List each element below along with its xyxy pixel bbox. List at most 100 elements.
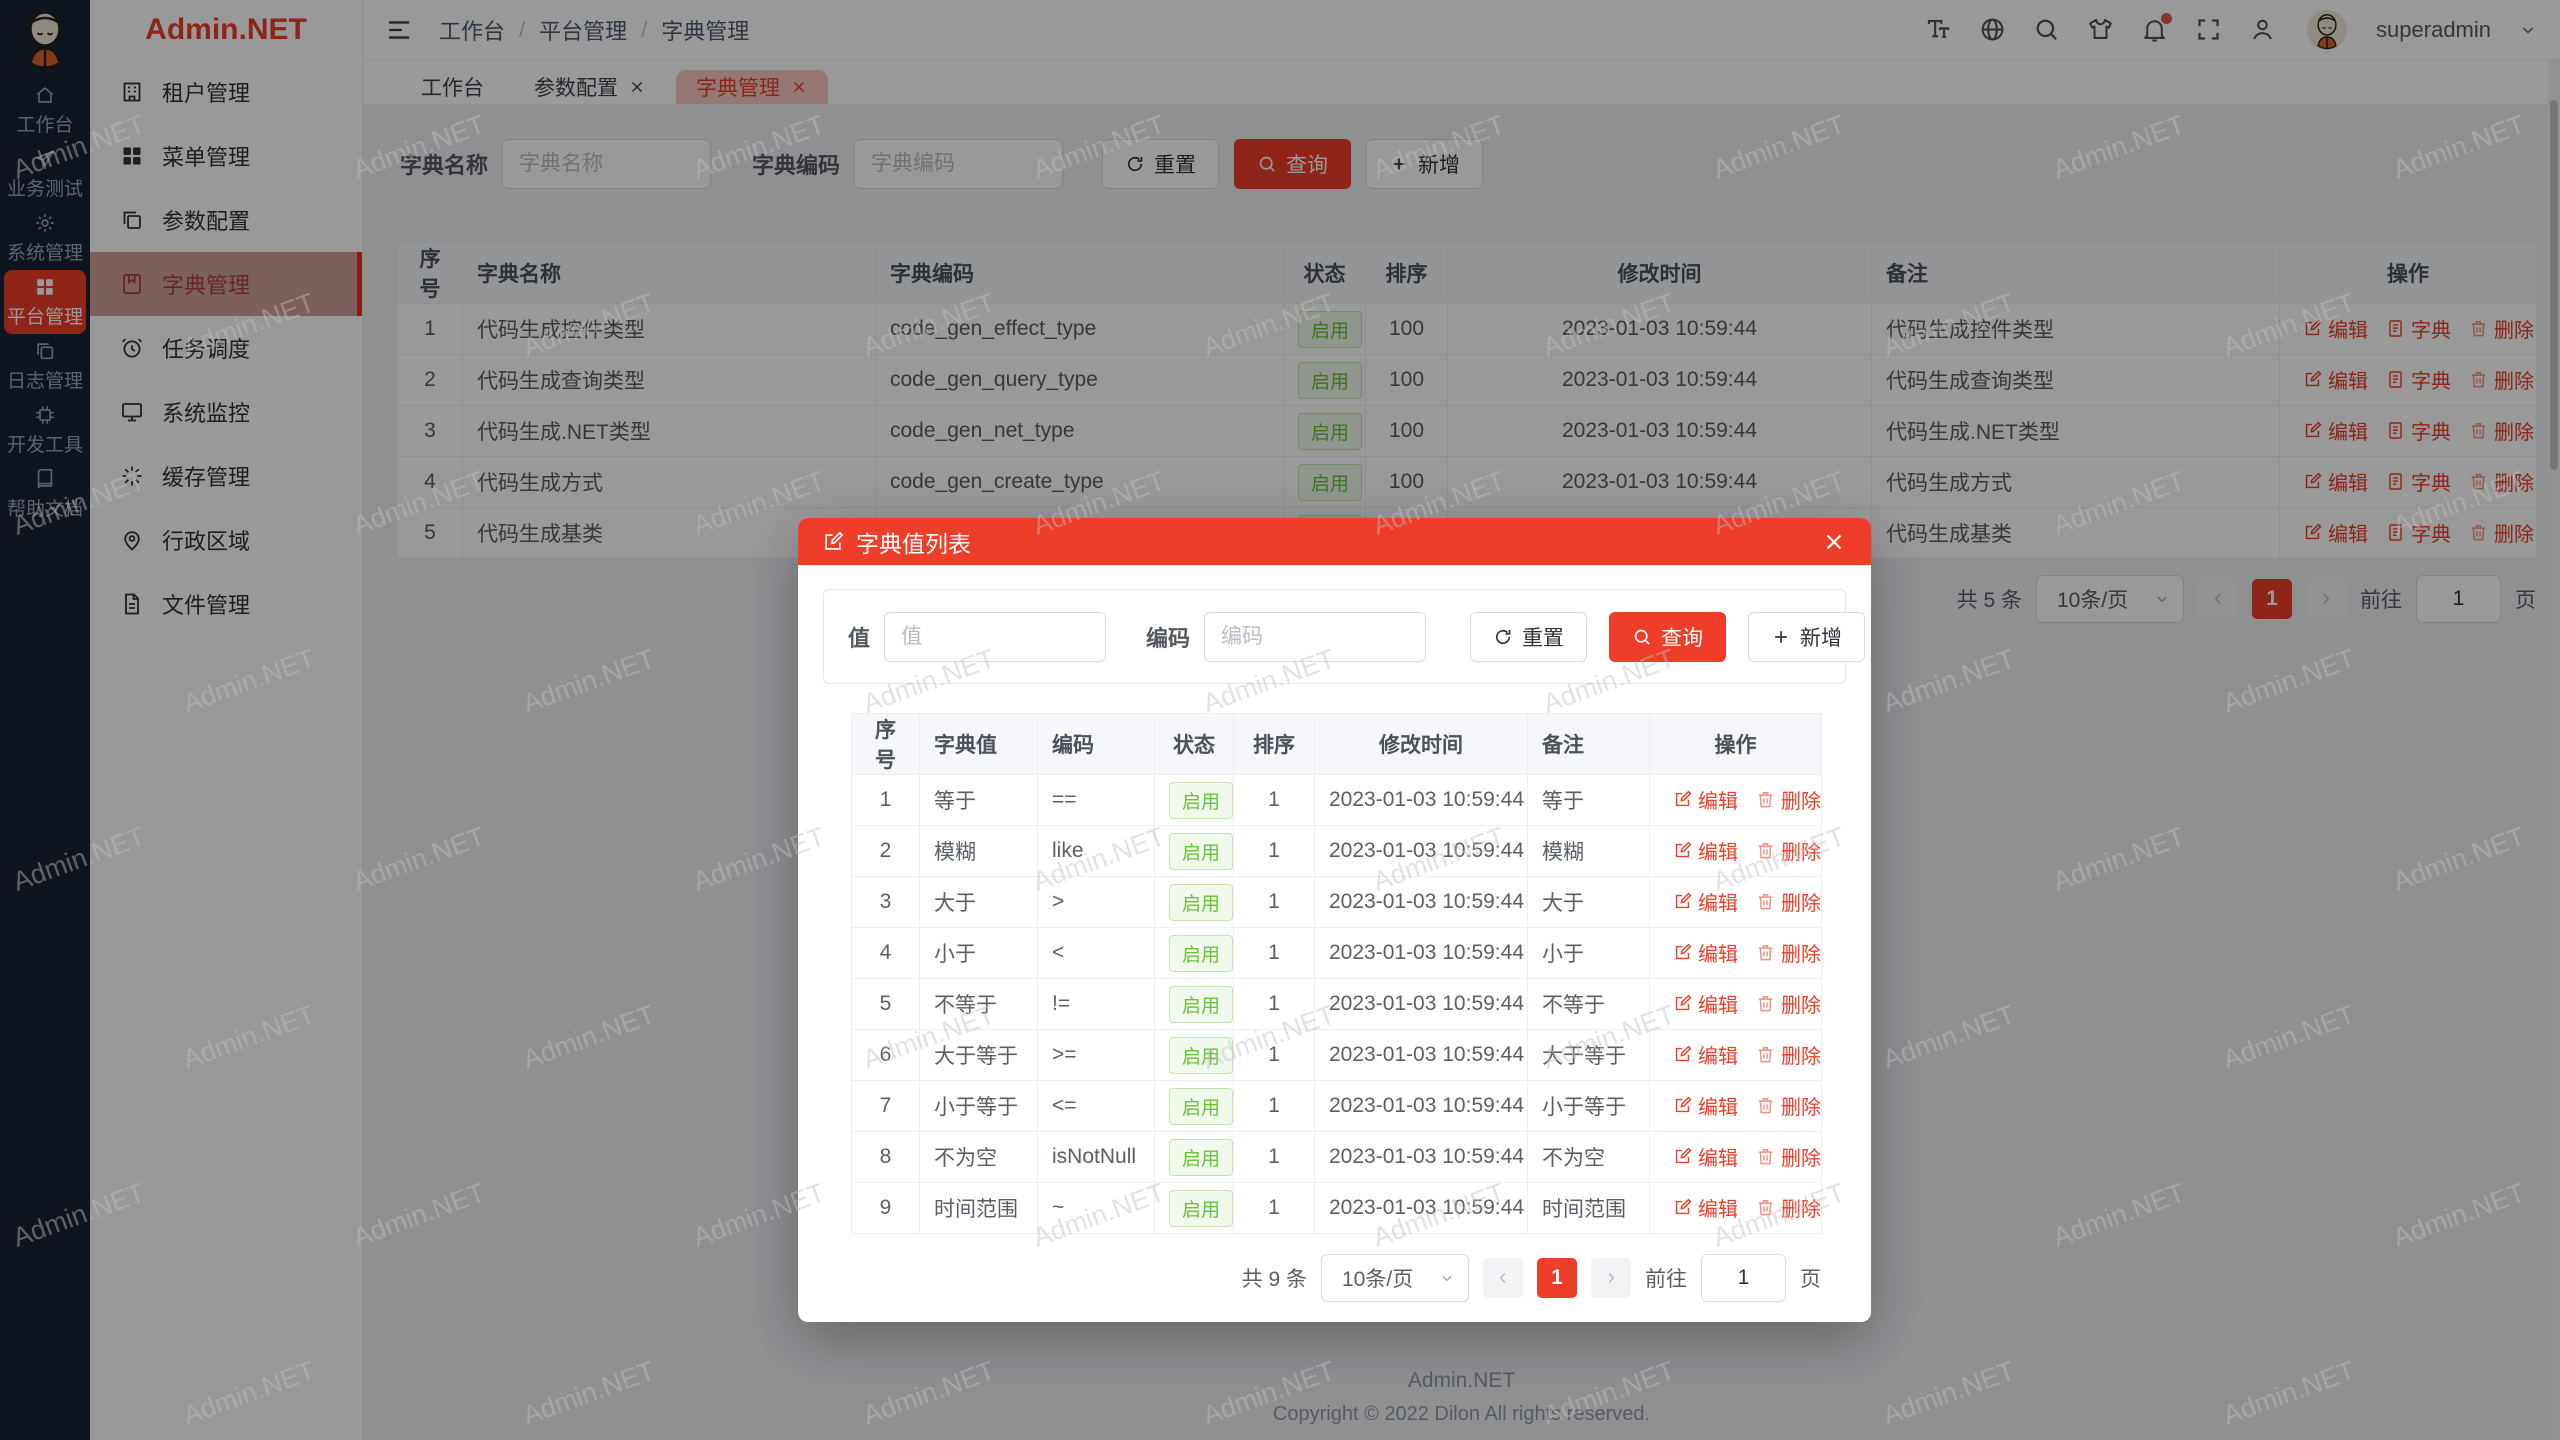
delete-action-link[interactable]: 删除 (2469, 467, 2534, 496)
modal-goto-page-input[interactable] (1701, 1254, 1786, 1302)
delete-action-link[interactable]: 删除 (1756, 785, 1821, 814)
dict-action-link[interactable]: 字典 (2386, 518, 2451, 547)
edit-action-link[interactable]: 编辑 (1673, 1091, 1738, 1120)
sidebar-item-dict[interactable]: 字典管理 (90, 252, 362, 316)
page-scrollbar[interactable] (2548, 60, 2560, 1440)
rail-item-system[interactable]: 系统管理 (4, 206, 86, 270)
search-button[interactable]: 查询 (1234, 139, 1352, 189)
modal-next-page-button[interactable] (1591, 1258, 1631, 1298)
tab-参数配置[interactable]: 参数配置 (514, 70, 666, 104)
cell-name: 代码生成方式 (462, 456, 876, 508)
profile-icon[interactable] (2249, 16, 2276, 43)
edit-action-link[interactable]: 编辑 (1673, 887, 1738, 916)
page-unit-label: 页 (2515, 589, 2536, 612)
modal-prev-page-button[interactable] (1483, 1258, 1523, 1298)
cell-remark: 代码生成基类 (1871, 507, 2280, 559)
dict-name-input[interactable] (502, 139, 712, 189)
rail-item-biz-test[interactable]: 业务测试 (4, 142, 86, 206)
sidebar-item-file[interactable]: 文件管理 (90, 572, 362, 636)
dict-action-link[interactable]: 字典 (2386, 314, 2451, 343)
theme-icon[interactable] (2087, 16, 2114, 43)
modal-page-number-button[interactable]: 1 (1537, 1258, 1577, 1298)
edit-action-link[interactable]: 编辑 (1673, 836, 1738, 865)
modal-page-size-select[interactable]: 10条/页 (1321, 1254, 1469, 1302)
code-input[interactable] (1204, 611, 1427, 662)
delete-action-link[interactable]: 删除 (1756, 836, 1821, 865)
sidebar-item-cache[interactable]: 缓存管理 (90, 444, 362, 508)
column-header: 修改时间 (1447, 242, 1872, 304)
delete-action-link[interactable]: 删除 (1756, 989, 1821, 1018)
delete-action-link[interactable]: 删除 (2469, 416, 2534, 445)
font-size-icon[interactable] (1925, 16, 1952, 43)
edit-action-link[interactable]: 编辑 (1673, 1040, 1738, 1069)
cell-status: 启用 (1154, 1131, 1234, 1183)
delete-action-link[interactable]: 删除 (1756, 1193, 1821, 1222)
breadcrumb-item[interactable]: 工作台 (439, 18, 506, 44)
delete-action-link[interactable]: 删除 (2469, 314, 2534, 343)
dict-action-link[interactable]: 字典 (2386, 365, 2451, 394)
prev-page-button[interactable] (2198, 579, 2238, 619)
breadcrumb-item[interactable]: 字典管理 (661, 18, 750, 44)
add-button[interactable]: 新增 (1366, 139, 1484, 189)
sidebar-item-tenant[interactable]: 租户管理 (90, 60, 362, 124)
edit-action-link[interactable]: 编辑 (2303, 416, 2368, 445)
scrollbar-thumb[interactable] (2550, 100, 2558, 470)
edit-action-link[interactable]: 编辑 (2303, 365, 2368, 394)
edit-action-link[interactable]: 编辑 (1673, 989, 1738, 1018)
modal-add-button[interactable]: 新增 (1748, 611, 1866, 662)
tab-close-icon[interactable] (628, 78, 646, 96)
total-count: 共 5 条 (1956, 589, 2022, 612)
rail-item-devtools[interactable]: 开发工具 (4, 398, 86, 462)
edit-action-link[interactable]: 编辑 (2303, 467, 2368, 496)
edit-action-link[interactable]: 编辑 (2303, 518, 2368, 547)
sidebar-item-monitor[interactable]: 系统监控 (90, 380, 362, 444)
reset-button[interactable]: 重置 (1102, 139, 1220, 189)
delete-action-link[interactable]: 删除 (1756, 1142, 1821, 1171)
tab-工作台[interactable]: 工作台 (401, 70, 504, 104)
sidebar-item-region[interactable]: 行政区域 (90, 508, 362, 572)
fullscreen-icon[interactable] (2195, 16, 2222, 43)
delete-action-link[interactable]: 删除 (2469, 518, 2534, 547)
avatar[interactable] (2307, 9, 2348, 50)
tab-字典管理[interactable]: 字典管理 (676, 70, 828, 104)
edit-action-link[interactable]: 编辑 (1673, 938, 1738, 967)
page-number-button[interactable]: 1 (2252, 579, 2292, 619)
cell-actions: 编辑 字典 删除 (2279, 354, 2537, 406)
delete-action-link[interactable]: 删除 (1756, 1091, 1821, 1120)
rail-item-logs[interactable]: 日志管理 (4, 334, 86, 398)
sidebar-item-param[interactable]: 参数配置 (90, 188, 362, 252)
menu-collapse-icon[interactable] (385, 16, 413, 44)
chevron-down-icon[interactable] (2518, 20, 2538, 40)
modal-reset-button[interactable]: 重置 (1470, 611, 1588, 662)
rail-item-platform[interactable]: 平台管理 (4, 270, 86, 334)
value-input[interactable] (884, 611, 1107, 662)
modal-search-button[interactable]: 查询 (1609, 611, 1727, 662)
edit-action-link[interactable]: 编辑 (1673, 785, 1738, 814)
sidebar-item-task[interactable]: 任务调度 (90, 316, 362, 380)
close-icon[interactable] (1821, 529, 1847, 555)
delete-action-link[interactable]: 删除 (1756, 938, 1821, 967)
dict-action-link[interactable]: 字典 (2386, 416, 2451, 445)
edit-action-link[interactable]: 编辑 (1673, 1193, 1738, 1222)
edit-action-link[interactable]: 编辑 (2303, 314, 2368, 343)
next-page-button[interactable] (2306, 579, 2346, 619)
breadcrumb-item[interactable]: 平台管理 (539, 18, 628, 44)
username[interactable]: superadmin (2376, 16, 2491, 42)
delete-action-link[interactable]: 删除 (1756, 1040, 1821, 1069)
rail-item-docs[interactable]: 帮助文档 (4, 462, 86, 526)
search-icon[interactable] (2033, 16, 2060, 43)
language-icon[interactable] (1979, 16, 2006, 43)
notifications-icon[interactable] (2141, 13, 2173, 43)
dict-action-link[interactable]: 字典 (2386, 467, 2451, 496)
page-size-select[interactable]: 10条/页 (2036, 575, 2184, 623)
edit-action-link[interactable]: 编辑 (1673, 1142, 1738, 1171)
goto-page-input[interactable] (2416, 575, 2501, 623)
book-icon (34, 468, 56, 490)
cell-actions: 编辑 删除 (1649, 1131, 1822, 1183)
tab-close-icon[interactable] (790, 78, 808, 96)
rail-item-workbench[interactable]: 工作台 (4, 78, 86, 142)
sidebar-item-menu[interactable]: 菜单管理 (90, 124, 362, 188)
delete-action-link[interactable]: 删除 (1756, 887, 1821, 916)
delete-action-link[interactable]: 删除 (2469, 365, 2534, 394)
dict-code-input[interactable] (854, 139, 1064, 189)
